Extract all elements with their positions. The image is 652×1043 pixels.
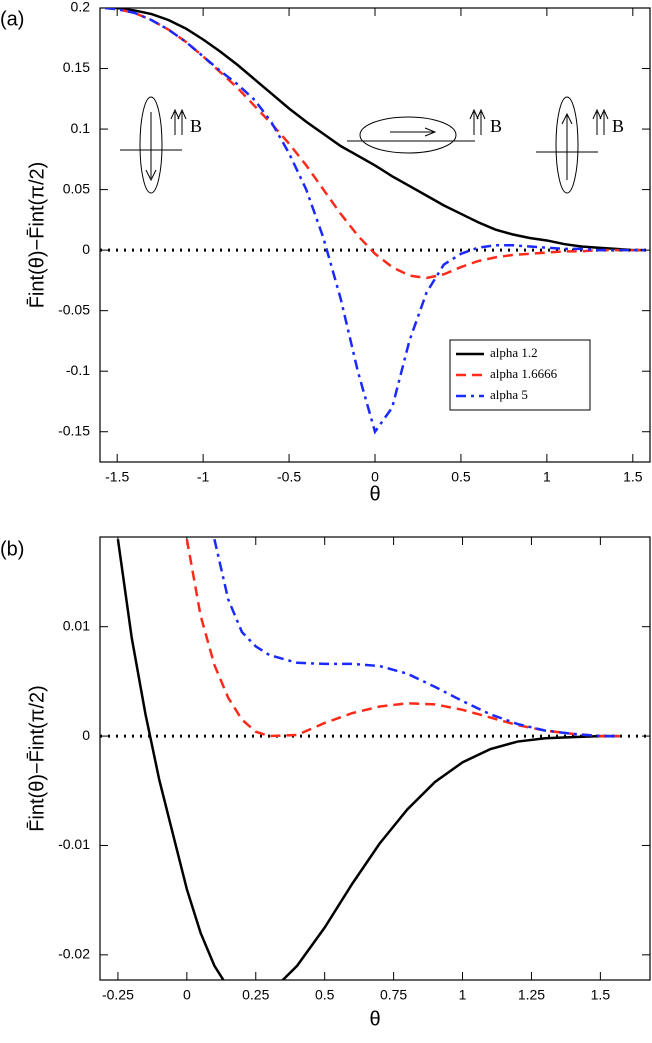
y-tick-label: -0.1 <box>66 362 90 378</box>
x-tick-label: -0.5 <box>277 469 301 485</box>
annotation: B <box>190 116 202 136</box>
annotation: B <box>612 116 624 136</box>
y-tick-label: 0.2 <box>71 0 91 15</box>
y-tick-label: 0.15 <box>63 59 90 75</box>
x-tick-label: -1.5 <box>105 469 129 485</box>
x-tick-label: 0.75 <box>380 987 407 1003</box>
legend-label: alpha 1.6666 <box>490 366 558 381</box>
data-line <box>105 8 645 252</box>
data-line <box>213 538 620 738</box>
x-tick-label: -0.25 <box>102 987 134 1003</box>
y-tick-label: 0.1 <box>71 120 91 136</box>
x-tick-label: 1 <box>459 987 467 1003</box>
panel-label: (b) <box>0 538 24 560</box>
y-tick-label: 0 <box>82 241 90 257</box>
y-tick-label: 0.01 <box>63 617 90 633</box>
x-tick-label: 0 <box>183 987 191 1003</box>
y-tick-label: 0.05 <box>63 180 90 196</box>
y-tick-label: 0 <box>82 727 90 743</box>
x-tick-label: 1 <box>543 469 551 485</box>
plot-frame <box>99 536 651 981</box>
y-tick-label: -0.15 <box>58 422 90 438</box>
y-tick-label: -0.01 <box>58 836 90 852</box>
data-line <box>185 538 620 738</box>
x-tick-label: 0.5 <box>451 469 471 485</box>
y-axis-label: F̄int(θ)−F̄int(π/2) <box>25 162 48 309</box>
orientation-sketches <box>120 96 609 194</box>
x-tick-label: -1 <box>197 469 210 485</box>
x-tick-label: 0.5 <box>315 987 335 1003</box>
y-tick-label: -0.02 <box>58 946 90 962</box>
x-tick-label: 1.5 <box>623 469 643 485</box>
x-tick-label: 1.5 <box>591 987 611 1003</box>
y-axis-label: F̄int(θ)−F̄int(π/2) <box>25 685 48 832</box>
x-tick-label: 1.25 <box>518 987 545 1003</box>
data-line <box>105 8 645 435</box>
x-tick-label: 0.25 <box>242 987 269 1003</box>
panel-label: (a) <box>0 8 24 30</box>
data-line <box>116 539 620 980</box>
x-axis-label: θ <box>369 483 380 505</box>
data-line <box>105 8 645 280</box>
annotation: B <box>490 116 502 136</box>
legend-label: alpha 1.2 <box>490 345 538 360</box>
y-tick-label: -0.05 <box>58 301 90 317</box>
x-tick-label: 0 <box>371 469 379 485</box>
x-axis-label: θ <box>369 1008 380 1030</box>
legend-label: alpha 5 <box>490 387 528 402</box>
